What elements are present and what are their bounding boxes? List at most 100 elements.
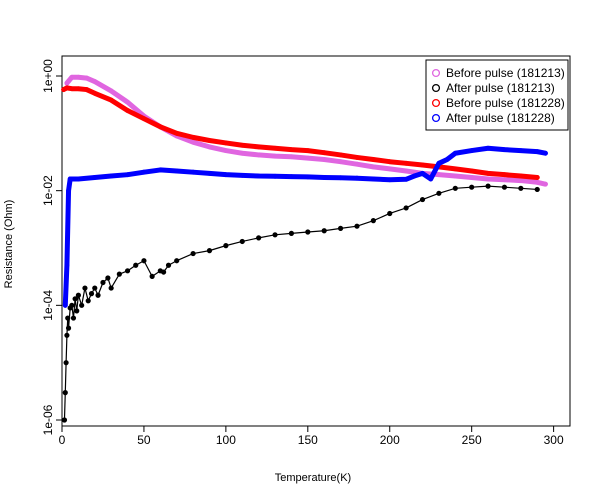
data-point-2 — [223, 243, 229, 249]
data-point-4 — [428, 176, 434, 182]
data-point-2 — [75, 292, 81, 298]
data-point-4 — [387, 177, 393, 183]
data-point-4 — [469, 148, 475, 153]
data-point-2 — [165, 262, 172, 268]
data-point-2 — [469, 184, 475, 190]
data-point-3 — [469, 168, 475, 174]
data-point-2 — [62, 390, 68, 396]
data-point-2 — [305, 229, 311, 235]
x-axis-label: Temperature(K) — [275, 472, 351, 484]
x-tick-label: 0 — [59, 433, 66, 447]
data-point-1 — [436, 172, 442, 178]
data-point-3 — [370, 157, 376, 162]
data-point-2 — [116, 271, 122, 277]
x-tick-label: 150 — [298, 433, 318, 447]
data-point-4 — [239, 172, 245, 178]
data-point-2 — [92, 285, 98, 291]
data-point-2 — [272, 232, 278, 238]
data-point-2 — [321, 228, 327, 234]
legend-label-1: Before pulse (181213) — [446, 66, 565, 80]
data-point-1 — [256, 152, 262, 158]
data-point-1 — [534, 179, 540, 185]
legend-box — [425, 59, 569, 131]
data-point-2 — [161, 269, 167, 275]
x-tick-label: 100 — [216, 433, 236, 447]
series-line-2 — [63, 185, 538, 421]
data-point-4 — [67, 176, 73, 182]
data-point-1 — [207, 144, 212, 150]
data-point-4 — [125, 172, 130, 178]
series-3 — [61, 85, 540, 180]
data-point-4 — [436, 160, 442, 166]
data-point-2 — [95, 292, 101, 298]
data-point-3 — [157, 124, 163, 130]
data-point-4 — [411, 173, 417, 179]
data-point-3 — [92, 90, 98, 96]
data-point-2 — [518, 185, 524, 191]
data-point-2 — [63, 360, 69, 366]
data-point-4 — [543, 150, 548, 156]
data-point-1 — [485, 176, 491, 182]
data-point-2 — [105, 275, 111, 281]
data-point-3 — [223, 140, 229, 146]
data-point-4 — [289, 174, 294, 179]
data-point-3 — [452, 166, 458, 172]
data-point-1 — [403, 168, 409, 174]
data-point-1 — [370, 164, 376, 170]
series-line-1 — [64, 74, 548, 187]
legend-marker-4 — [431, 113, 441, 123]
data-point-2 — [403, 205, 409, 211]
data-point-2 — [149, 273, 155, 279]
data-point-3 — [518, 173, 524, 179]
data-point-3 — [387, 159, 393, 165]
data-point-4 — [62, 302, 68, 308]
data-point-3 — [485, 171, 491, 176]
data-point-3 — [207, 138, 212, 143]
data-point-4 — [207, 171, 212, 176]
data-point-4 — [403, 176, 409, 182]
data-point-3 — [420, 162, 425, 168]
data-point-2 — [141, 258, 147, 264]
data-point-1 — [75, 74, 81, 80]
data-point-2 — [436, 190, 442, 196]
data-point-1 — [387, 166, 393, 172]
data-point-2 — [239, 238, 245, 245]
data-point-2 — [288, 230, 295, 236]
legend-label-3: Before pulse (181228) — [446, 96, 565, 110]
data-point-1 — [69, 74, 75, 80]
data-point-2 — [419, 196, 426, 203]
data-point-4 — [190, 169, 196, 175]
data-point-3 — [256, 144, 262, 150]
axes-layer: 0 50 100 150 200 250 300 1e-06 1e-04 1e-02 1e+00 — [41, 59, 564, 447]
x-tick-label: 300 — [544, 433, 564, 447]
legend-marker-2 — [431, 83, 441, 93]
data-point-4 — [452, 150, 458, 156]
data-point-1 — [543, 181, 548, 187]
data-point-3 — [141, 116, 147, 122]
data-point-3 — [84, 87, 89, 92]
data-point-4 — [108, 173, 114, 179]
data-point-4 — [174, 168, 180, 174]
y-axis-label: Resistance (Ohm) — [3, 200, 15, 289]
data-point-1 — [223, 148, 229, 153]
data-point-4 — [92, 175, 98, 180]
data-point-2 — [190, 250, 196, 257]
data-point-2 — [534, 186, 540, 193]
data-point-2 — [174, 258, 180, 264]
data-point-3 — [338, 152, 343, 158]
data-point-4 — [420, 171, 425, 176]
data-point-3 — [64, 85, 70, 91]
series-4 — [62, 145, 548, 308]
x-tick-label: 50 — [137, 433, 151, 447]
data-point-4 — [256, 173, 262, 179]
data-point-1 — [452, 173, 458, 179]
data-point-3 — [190, 134, 196, 140]
data-point-1 — [354, 161, 360, 167]
data-point-1 — [108, 88, 114, 94]
data-point-1 — [190, 139, 196, 145]
data-point-1 — [64, 80, 70, 86]
legend-label-4: After pulse (181228) — [446, 111, 555, 125]
data-point-1 — [305, 155, 311, 161]
